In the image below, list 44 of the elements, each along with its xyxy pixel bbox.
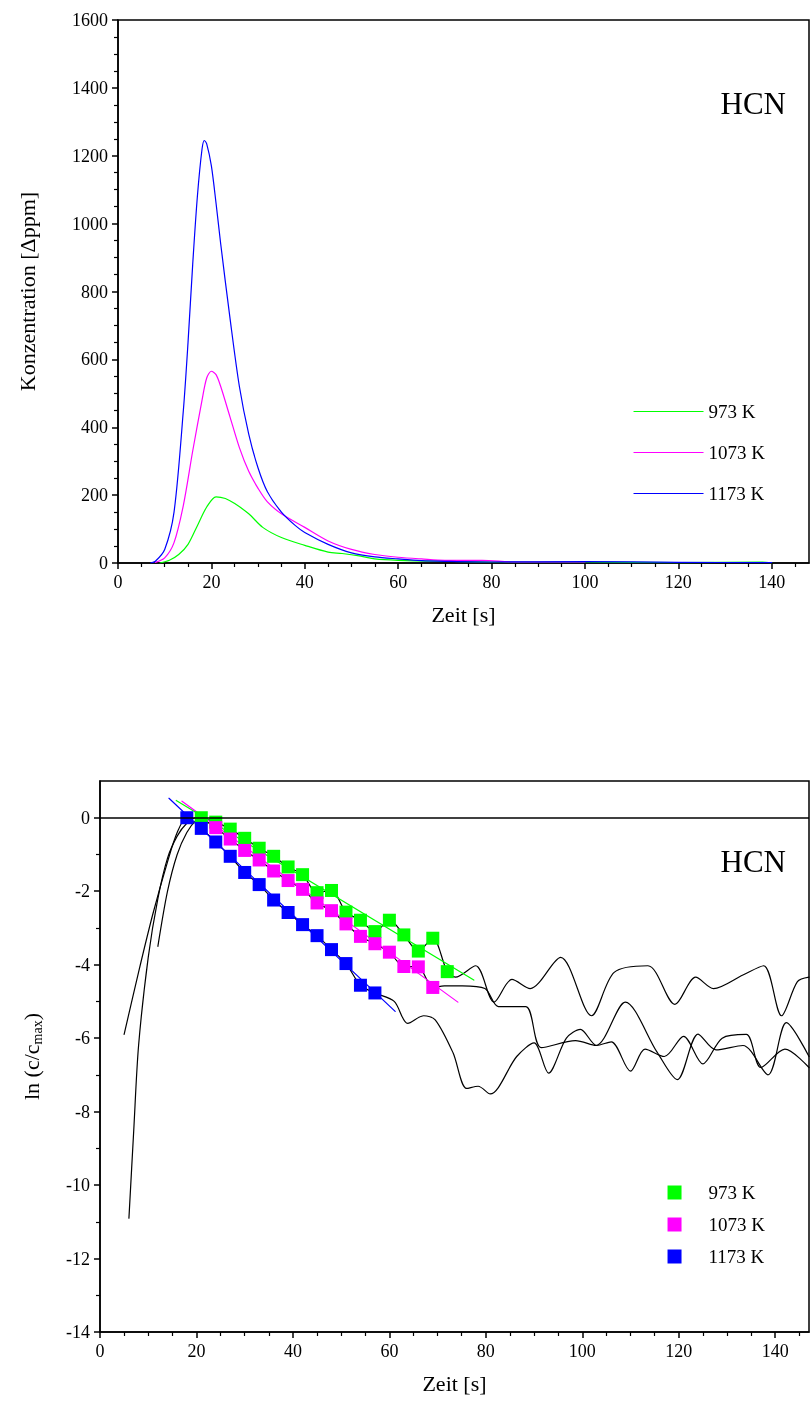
x-tick-label: 120 <box>665 1341 693 1361</box>
y-axis-title: Konzentration [Δppm] <box>14 191 40 392</box>
x-tick-label: 0 <box>113 572 123 592</box>
legend-label: 1073 K <box>708 1214 766 1235</box>
y-tick-label: -14 <box>66 1322 90 1342</box>
x-tick-label: 60 <box>380 1341 399 1361</box>
x-tick-label: 140 <box>758 572 786 592</box>
legend-label: 1173 K <box>708 483 765 504</box>
y-tick-label: 1200 <box>72 145 108 166</box>
y-axis-title: ln (c/cmax) <box>18 1012 45 1101</box>
y-tick-label: 800 <box>81 281 108 302</box>
y-tick-label: 400 <box>81 417 108 438</box>
x-tick-label: 100 <box>568 1341 596 1361</box>
legend-label: 973 K <box>708 1182 756 1203</box>
y-tick-label: -4 <box>75 954 90 975</box>
y-tick-label: 0 <box>99 553 108 573</box>
legend-label: 1073 K <box>708 442 766 463</box>
annotation: HCN <box>720 844 786 879</box>
y-tick-label: 200 <box>81 485 108 506</box>
x-tick-label: 120 <box>664 572 692 592</box>
x-axis-title: Zeit [s] <box>422 1370 487 1396</box>
x-axis-title: Zeit [s] <box>431 601 496 627</box>
x-tick-label: 100 <box>571 572 599 592</box>
y-tick-label: 1000 <box>72 213 108 234</box>
x-tick-label: 20 <box>187 1341 206 1361</box>
y-tick-label: -12 <box>66 1248 90 1269</box>
x-tick-label: 140 <box>761 1341 789 1361</box>
y-tick-label: -2 <box>75 881 90 902</box>
y-tick-label: 0 <box>81 807 90 828</box>
x-tick-label: 60 <box>389 572 408 592</box>
x-tick-label: 40 <box>283 1341 302 1361</box>
y-tick-label: 1400 <box>72 77 108 98</box>
y-tick-label: 600 <box>81 349 108 370</box>
annotation: HCN <box>720 86 786 121</box>
legend-label: 973 K <box>708 401 756 422</box>
y-tick-label: -10 <box>66 1175 90 1196</box>
y-tick-label: -8 <box>75 1101 90 1122</box>
legend-label: 1173 K <box>708 1246 765 1267</box>
x-tick-label: 20 <box>202 572 221 592</box>
y-tick-label: -6 <box>75 1028 90 1049</box>
x-tick-label: 80 <box>482 572 501 592</box>
y-tick-label: 1600 <box>72 10 108 30</box>
x-tick-label: 40 <box>295 572 314 592</box>
x-tick-label: 80 <box>476 1341 495 1361</box>
